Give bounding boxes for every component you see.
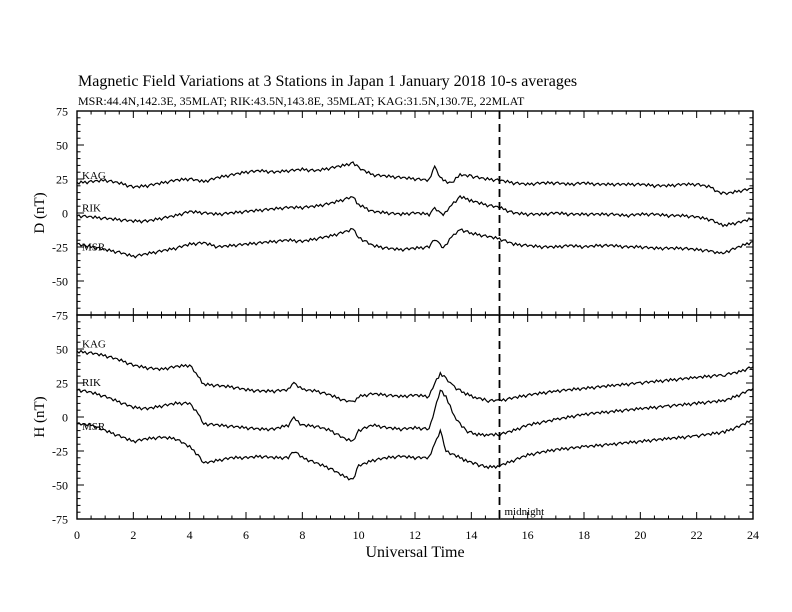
series-label-rik: RIK bbox=[82, 203, 101, 215]
series-line-kag-bottom bbox=[76, 349, 754, 404]
chart-subtitle: MSR:44.4N,142.3E, 35MLAT; RIK:43.5N,143.… bbox=[78, 94, 525, 108]
y-tick-label: -25 bbox=[52, 241, 68, 255]
y-tick-label: -75 bbox=[52, 513, 68, 527]
x-tick-label: 16 bbox=[522, 528, 534, 542]
x-tick-label: 18 bbox=[578, 528, 590, 542]
y-tick-label: 50 bbox=[56, 139, 68, 153]
x-tick-label: 0 bbox=[74, 528, 80, 542]
y-tick-label: 50 bbox=[56, 343, 68, 357]
x-tick-label: 20 bbox=[634, 528, 646, 542]
x-axis-label: Universal Time bbox=[365, 544, 464, 561]
midnight-label: midnight bbox=[505, 506, 545, 518]
x-tick-label: 6 bbox=[243, 528, 249, 542]
y-tick-label: 75 bbox=[56, 105, 68, 119]
x-tick-label: 24 bbox=[747, 528, 759, 542]
x-tick-label: 8 bbox=[299, 528, 305, 542]
y-axis-label: D (nT) bbox=[32, 192, 48, 233]
series-line-rik-bottom bbox=[76, 387, 754, 443]
panel-frame-bottom bbox=[76, 314, 754, 520]
y-axis-label: H (nT) bbox=[32, 396, 48, 437]
y-tick-label: -50 bbox=[52, 479, 68, 493]
x-tick-label: 22 bbox=[691, 528, 703, 542]
chart-title: Magnetic Field Variations at 3 Stations … bbox=[78, 73, 578, 90]
series-line-kag-top bbox=[76, 161, 754, 196]
x-tick-label: 2 bbox=[130, 528, 136, 542]
y-tick-label: 0 bbox=[62, 411, 68, 425]
y-tick-label: -25 bbox=[52, 445, 68, 459]
series-label-rik: RIK bbox=[82, 377, 101, 389]
y-tick-label: -50 bbox=[52, 275, 68, 289]
y-tick-label: 0 bbox=[62, 207, 68, 221]
series-label-kag: KAG bbox=[82, 339, 106, 351]
x-tick-label: 10 bbox=[353, 528, 365, 542]
series-line-rik-top bbox=[76, 194, 754, 228]
x-tick-label: 12 bbox=[409, 528, 421, 542]
series-line-msr-bottom bbox=[76, 419, 753, 481]
series-label-msr: MSR bbox=[82, 421, 106, 433]
x-tick-label: 14 bbox=[465, 528, 477, 542]
series-label-kag: KAG bbox=[82, 170, 106, 182]
y-tick-label: 25 bbox=[56, 173, 68, 187]
y-tick-label: -75 bbox=[52, 309, 68, 323]
series-line-msr-top bbox=[76, 227, 754, 259]
x-tick-label: 4 bbox=[187, 528, 193, 542]
y-tick-label: 25 bbox=[56, 377, 68, 391]
series-label-msr: MSR bbox=[82, 241, 106, 253]
